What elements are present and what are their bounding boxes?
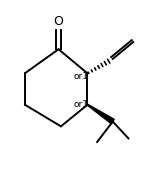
Text: or1: or1 — [73, 72, 88, 82]
Text: or1: or1 — [73, 100, 88, 109]
Text: O: O — [54, 15, 64, 28]
Polygon shape — [87, 104, 114, 124]
